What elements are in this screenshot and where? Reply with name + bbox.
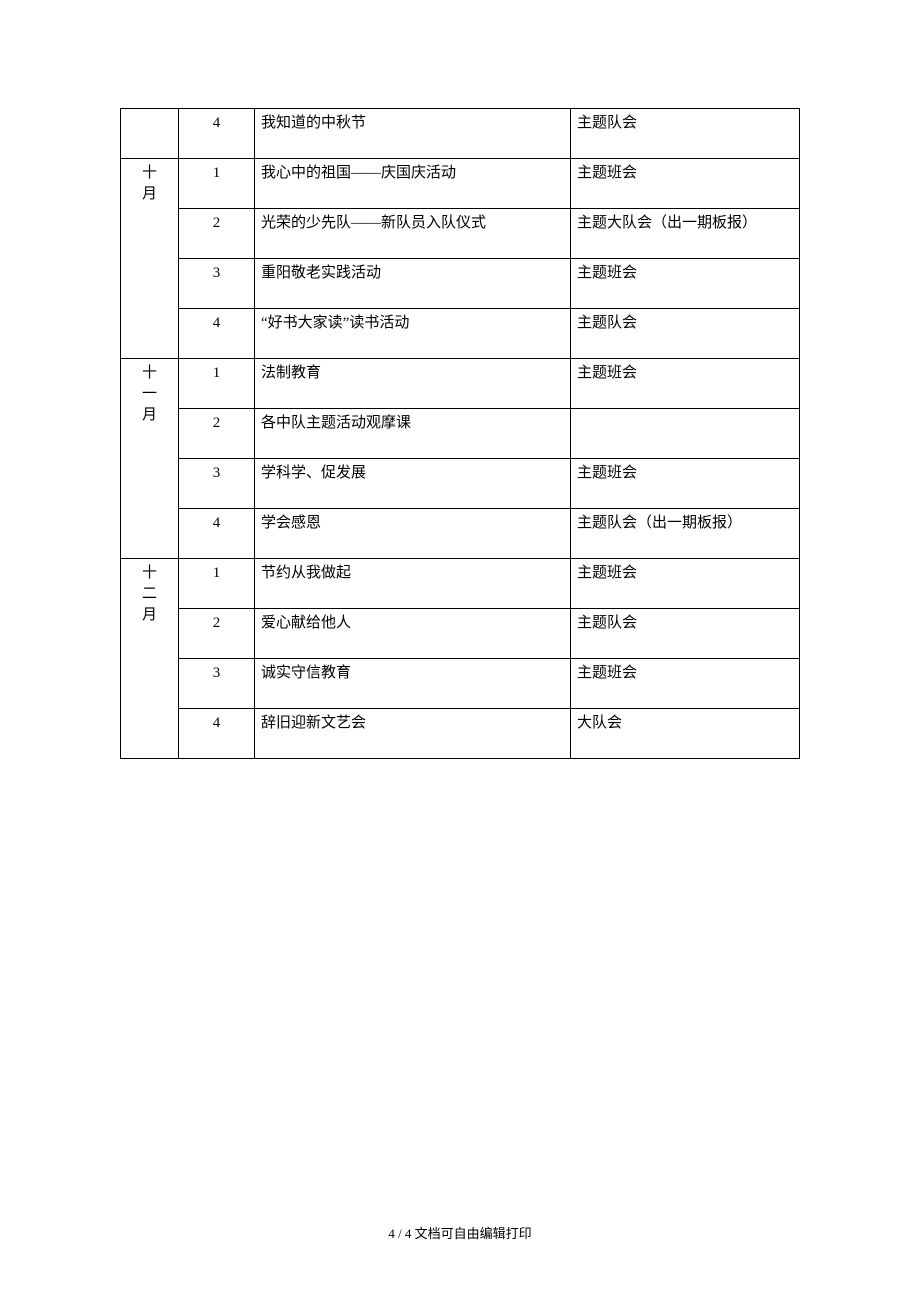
topic-cell: 各中队主题活动观摩课: [255, 409, 571, 459]
month-char: 十: [127, 363, 172, 384]
month-cell: 十一月: [121, 359, 179, 559]
type-cell: 主题队会: [571, 309, 800, 359]
type-cell: 主题大队会（出一期板报）: [571, 209, 800, 259]
page-footer: 4 / 4 文档可自由编辑打印: [0, 1223, 920, 1242]
week-cell: 4: [179, 309, 255, 359]
month-cell: 十月: [121, 159, 179, 359]
type-cell: 主题队会: [571, 109, 800, 159]
week-cell: 1: [179, 159, 255, 209]
month-char: 一: [127, 384, 172, 405]
table-row: 3诚实守信教育主题班会: [121, 659, 800, 709]
topic-cell: 学科学、促发展: [255, 459, 571, 509]
week-cell: 3: [179, 259, 255, 309]
topic-cell: 我心中的祖国——庆国庆活动: [255, 159, 571, 209]
week-cell: 4: [179, 109, 255, 159]
table-row: 十二月1节约从我做起主题班会: [121, 559, 800, 609]
type-cell: 主题班会: [571, 659, 800, 709]
table-row: 2光荣的少先队——新队员入队仪式主题大队会（出一期板报）: [121, 209, 800, 259]
type-cell: 主题队会: [571, 609, 800, 659]
type-cell: 大队会: [571, 709, 800, 759]
type-cell: 主题队会（出一期板报）: [571, 509, 800, 559]
month-char: 十: [127, 163, 172, 184]
week-cell: 1: [179, 359, 255, 409]
table-row: 4学会感恩主题队会（出一期板报）: [121, 509, 800, 559]
week-cell: 4: [179, 709, 255, 759]
month-char: 月: [127, 405, 172, 426]
topic-cell: 我知道的中秋节: [255, 109, 571, 159]
topic-cell: 重阳敬老实践活动: [255, 259, 571, 309]
topic-cell: 光荣的少先队——新队员入队仪式: [255, 209, 571, 259]
week-cell: 2: [179, 409, 255, 459]
topic-cell: 法制教育: [255, 359, 571, 409]
week-cell: 2: [179, 609, 255, 659]
page-container: 4我知道的中秋节主题队会十月1我心中的祖国——庆国庆活动主题班会2光荣的少先队—…: [0, 0, 920, 759]
week-cell: 1: [179, 559, 255, 609]
month-cell: [121, 109, 179, 159]
footer-text: 4 / 4 文档可自由编辑打印: [388, 1226, 531, 1241]
type-cell: 主题班会: [571, 359, 800, 409]
table-row: 2各中队主题活动观摩课: [121, 409, 800, 459]
topic-cell: “好书大家读”读书活动: [255, 309, 571, 359]
table-row: 4辞旧迎新文艺会大队会: [121, 709, 800, 759]
type-cell: [571, 409, 800, 459]
table-row: 3学科学、促发展主题班会: [121, 459, 800, 509]
week-cell: 3: [179, 659, 255, 709]
month-char: 月: [127, 605, 172, 626]
week-cell: 3: [179, 459, 255, 509]
type-cell: 主题班会: [571, 559, 800, 609]
topic-cell: 爱心献给他人: [255, 609, 571, 659]
table-row: 2爱心献给他人主题队会: [121, 609, 800, 659]
table-row: 4“好书大家读”读书活动主题队会: [121, 309, 800, 359]
table-row: 十月1我心中的祖国——庆国庆活动主题班会: [121, 159, 800, 209]
week-cell: 4: [179, 509, 255, 559]
topic-cell: 节约从我做起: [255, 559, 571, 609]
month-char: 十: [127, 563, 172, 584]
table-row: 十一月1法制教育主题班会: [121, 359, 800, 409]
schedule-tbody: 4我知道的中秋节主题队会十月1我心中的祖国——庆国庆活动主题班会2光荣的少先队—…: [121, 109, 800, 759]
month-cell: 十二月: [121, 559, 179, 759]
topic-cell: 学会感恩: [255, 509, 571, 559]
month-char: 月: [127, 184, 172, 205]
type-cell: 主题班会: [571, 259, 800, 309]
type-cell: 主题班会: [571, 459, 800, 509]
table-row: 3重阳敬老实践活动主题班会: [121, 259, 800, 309]
month-char: 二: [127, 584, 172, 605]
schedule-table: 4我知道的中秋节主题队会十月1我心中的祖国——庆国庆活动主题班会2光荣的少先队—…: [120, 108, 800, 759]
week-cell: 2: [179, 209, 255, 259]
type-cell: 主题班会: [571, 159, 800, 209]
topic-cell: 诚实守信教育: [255, 659, 571, 709]
table-row: 4我知道的中秋节主题队会: [121, 109, 800, 159]
topic-cell: 辞旧迎新文艺会: [255, 709, 571, 759]
